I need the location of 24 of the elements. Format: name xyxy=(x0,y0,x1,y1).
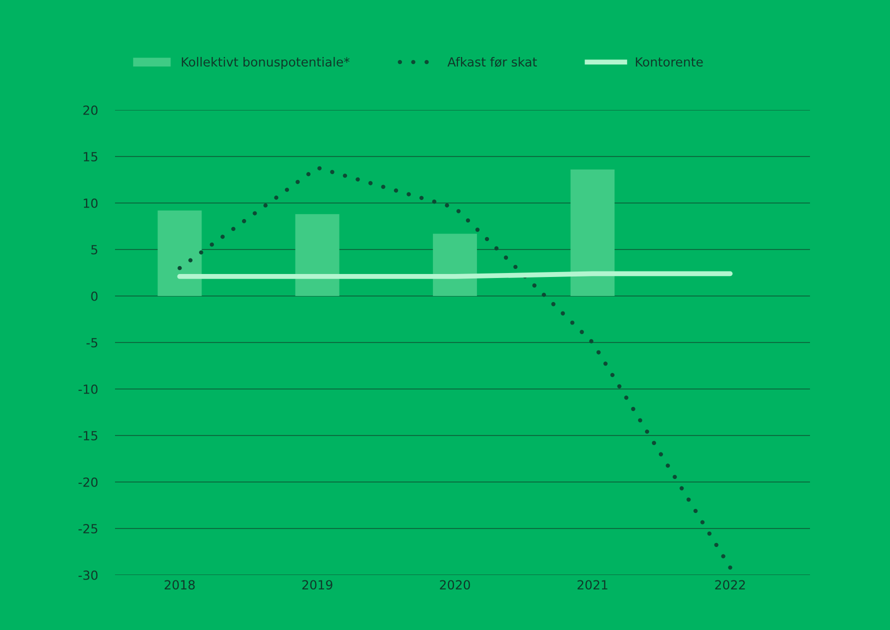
legend-label: Afkast før skat xyxy=(447,56,537,68)
x-tick-label: 2022 xyxy=(715,580,745,590)
y-tick-label: -10 xyxy=(78,384,98,394)
y-tick-label: -30 xyxy=(78,570,98,580)
bar xyxy=(432,234,477,296)
y-tick-label: -25 xyxy=(78,524,98,534)
x-tick-label: 2018 xyxy=(164,580,195,590)
y-tick-label: -15 xyxy=(78,431,98,440)
x-tick-label: 2019 xyxy=(302,580,332,590)
x-tick-label: 2021 xyxy=(578,580,608,590)
y-tick-label: -20 xyxy=(78,477,98,487)
legend-label: Kollektivt bonuspotentiale* xyxy=(182,56,350,70)
legend-label: Kontorente xyxy=(636,57,703,67)
bar xyxy=(570,170,615,296)
y-tick-label: 15 xyxy=(84,152,98,162)
y-tick-label: 10 xyxy=(84,198,98,208)
y-tick-label: 0 xyxy=(91,291,98,301)
bar xyxy=(295,214,340,296)
x-tick-label: 2020 xyxy=(440,580,470,590)
line-series xyxy=(178,166,732,570)
bar xyxy=(158,210,202,296)
y-tick-label: -5 xyxy=(86,338,98,348)
y-tick-label: 5 xyxy=(91,245,98,254)
y-tick-label: 20 xyxy=(83,105,98,115)
